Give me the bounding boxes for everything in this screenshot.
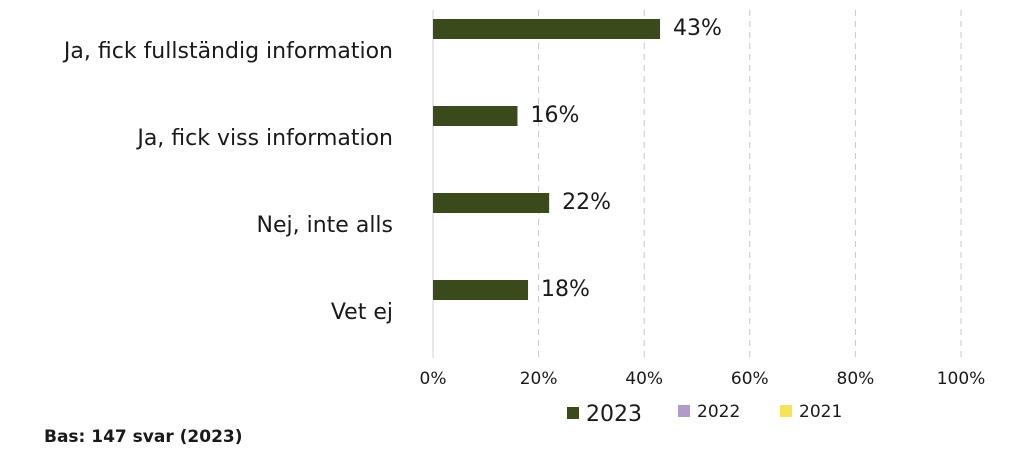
x-tick-label: 20% <box>520 369 558 389</box>
legend-label: 2022 <box>697 402 740 422</box>
x-tick-label: 40% <box>625 369 663 389</box>
x-tick-label: 0% <box>420 369 447 389</box>
category-label: Vet ej <box>331 300 393 325</box>
bar <box>433 193 550 213</box>
x-tick-label: 80% <box>837 369 875 389</box>
bar <box>433 19 661 39</box>
legend-swatch <box>678 405 690 417</box>
value-label: 16% <box>530 103 579 128</box>
legend-swatch <box>567 407 579 419</box>
legend-label: 2021 <box>799 402 842 422</box>
category-label: Ja, fick fullständig information <box>62 39 393 64</box>
x-tick-label: 60% <box>731 369 769 389</box>
legend-label: 2023 <box>586 402 642 427</box>
category-label: Ja, fick viss information <box>135 126 393 151</box>
bar <box>433 280 529 300</box>
category-label: Nej, inte alls <box>257 213 393 238</box>
legend-swatch <box>780 405 792 417</box>
value-label: 22% <box>562 190 611 215</box>
value-label: 43% <box>673 16 722 41</box>
x-tick-label: 100% <box>937 369 986 389</box>
footnote: Bas: 147 svar (2023) <box>44 427 243 447</box>
bar <box>433 106 518 126</box>
value-label: 18% <box>541 277 590 302</box>
